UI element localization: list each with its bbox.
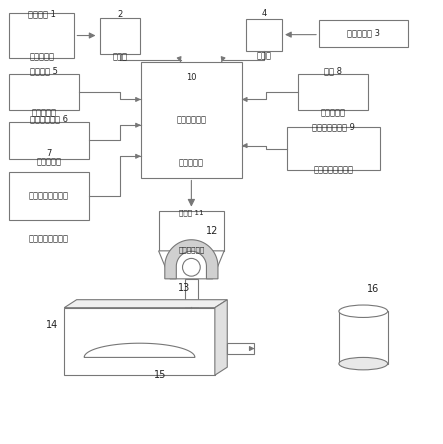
FancyBboxPatch shape: [298, 74, 368, 110]
Text: 7: 7: [46, 149, 51, 158]
FancyBboxPatch shape: [339, 311, 388, 364]
Text: 4: 4: [261, 9, 267, 18]
Text: 高温氮等离子: 高温氮等离子: [178, 246, 205, 253]
Text: 高温等离子焰发生: 高温等离子焰发生: [29, 234, 69, 243]
Text: 膜法空气纯: 膜法空气纯: [29, 52, 54, 61]
FancyBboxPatch shape: [9, 74, 79, 110]
FancyBboxPatch shape: [100, 18, 140, 54]
FancyBboxPatch shape: [9, 122, 89, 159]
Text: 发生器 11: 发生器 11: [179, 209, 204, 216]
Polygon shape: [84, 343, 195, 357]
FancyBboxPatch shape: [9, 13, 74, 58]
Text: 器水冷却控制器 9: 器水冷却控制器 9: [312, 123, 355, 132]
Text: 器氮气射流控制器: 器氮气射流控制器: [29, 191, 69, 200]
Polygon shape: [159, 251, 224, 279]
Text: 16: 16: [367, 284, 379, 293]
Text: 中央控制系统: 中央控制系统: [176, 115, 206, 124]
FancyBboxPatch shape: [185, 279, 198, 307]
Text: 高温等离子焰发生: 高温等离子焰发生: [314, 165, 354, 174]
Ellipse shape: [339, 305, 388, 317]
Text: 14: 14: [46, 320, 58, 330]
FancyBboxPatch shape: [246, 19, 282, 51]
FancyBboxPatch shape: [227, 343, 254, 354]
Text: 纯水发生器 3: 纯水发生器 3: [347, 29, 380, 38]
Text: 12: 12: [206, 226, 219, 236]
FancyBboxPatch shape: [287, 127, 380, 170]
FancyBboxPatch shape: [319, 20, 408, 47]
Text: 高温等离子: 高温等离子: [179, 158, 204, 167]
Text: 高温等离子: 高温等离子: [31, 109, 56, 118]
Text: 启动电源 5: 启动电源 5: [30, 66, 58, 75]
Polygon shape: [215, 300, 227, 375]
FancyBboxPatch shape: [159, 211, 224, 251]
Text: 10: 10: [186, 73, 197, 82]
Text: 磁约束焰电源 6: 磁约束焰电源 6: [30, 115, 68, 123]
FancyBboxPatch shape: [64, 308, 215, 375]
Text: 氮分离器 1: 氮分离器 1: [28, 10, 55, 19]
Text: 纯氮罐: 纯氮罐: [112, 53, 127, 62]
FancyBboxPatch shape: [9, 172, 89, 220]
Polygon shape: [64, 300, 227, 308]
Circle shape: [183, 258, 200, 276]
Ellipse shape: [339, 357, 388, 370]
Text: 高温等离子: 高温等离子: [36, 157, 61, 166]
Text: 13: 13: [178, 283, 190, 293]
Text: 15: 15: [154, 370, 167, 380]
Polygon shape: [165, 240, 218, 279]
Text: 纯水罐: 纯水罐: [256, 52, 272, 60]
Text: 高温等离子: 高温等离子: [320, 109, 345, 118]
FancyBboxPatch shape: [141, 62, 242, 178]
Text: 2: 2: [117, 10, 122, 19]
Text: 电源 8: 电源 8: [324, 66, 342, 75]
